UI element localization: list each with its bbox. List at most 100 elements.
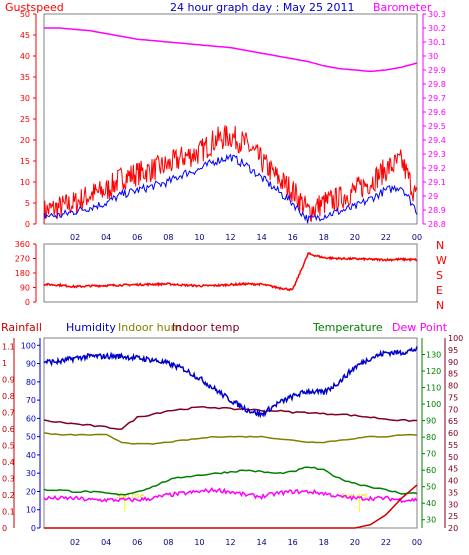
humidity-line bbox=[43, 346, 418, 419]
windspeed-line bbox=[43, 153, 418, 224]
dewpoint-tick-label: 65 bbox=[448, 417, 458, 426]
panel2-left-tick-label: 90 bbox=[20, 284, 30, 293]
panel1-right-tick-label: 29.9 bbox=[428, 66, 446, 75]
rain-tick-label: 0 bbox=[2, 524, 7, 533]
panel1-left-tick-label: 35 bbox=[20, 73, 30, 82]
panel1-x-tick-label: 22 bbox=[381, 233, 391, 242]
panel1-left-tick-label: 0 bbox=[25, 220, 30, 229]
panel3-x-tick-label: 10 bbox=[194, 538, 204, 547]
panel2-compass-label: N bbox=[436, 299, 444, 312]
rain-tick-label: 0.4 bbox=[2, 458, 15, 467]
dewpoint-tick-label: 45 bbox=[448, 465, 458, 474]
legend-rainfall: Rainfall bbox=[1, 321, 42, 334]
dewpoint-tick-label: 90 bbox=[448, 358, 458, 367]
panel1-left-tick-label: 25 bbox=[20, 115, 30, 124]
panel1-frame bbox=[43, 13, 418, 225]
panel1-left-tick-label: 50 bbox=[20, 10, 30, 19]
temperature-tick-label: 60 bbox=[426, 466, 436, 475]
sunrise-label: Sun rise bbox=[116, 492, 144, 500]
dewpoint-tick-label: 55 bbox=[448, 441, 458, 450]
temperature-tick-label: 90 bbox=[426, 417, 436, 426]
dewpoint-tick-label: 50 bbox=[448, 453, 458, 462]
rain-tick-label: 0.3 bbox=[2, 474, 15, 483]
panel1-left-tick-label: 20 bbox=[20, 136, 30, 145]
chart-layer: 0510152025303540455028.828.92929.129.229… bbox=[2, 10, 463, 547]
indoor-hum-line bbox=[43, 432, 418, 445]
panel1-x-tick-label: 00 bbox=[412, 233, 422, 242]
panel3-x-tick-label: 08 bbox=[163, 538, 173, 547]
legend-temperature: Temperature bbox=[312, 321, 383, 334]
wind-direction-line bbox=[43, 251, 418, 292]
humidity-tick-label: 30 bbox=[26, 469, 36, 478]
panel1-x-tick-label: 08 bbox=[163, 233, 173, 242]
panel3-x-tick-label: 16 bbox=[288, 538, 298, 547]
temperature-line bbox=[43, 466, 418, 496]
panel1-right-tick-label: 29 bbox=[428, 192, 438, 201]
temperature-tick-label: 50 bbox=[426, 483, 436, 492]
panel2-left-tick-label: 270 bbox=[15, 255, 30, 264]
dewpoint-tick-label: 20 bbox=[448, 524, 458, 533]
panel1-right-tick-label: 29.3 bbox=[428, 150, 446, 159]
panel2-compass-label: W bbox=[436, 254, 447, 267]
rainfall-line bbox=[44, 484, 418, 529]
panel1-right-tick-label: 29.7 bbox=[428, 94, 446, 103]
panel1-right-tick-label: 29.1 bbox=[428, 178, 446, 187]
dewpoint-tick-label: 70 bbox=[448, 405, 458, 414]
panel1-right-tick-label: 29.4 bbox=[428, 136, 446, 145]
panel1-x-tick-label: 18 bbox=[319, 233, 329, 242]
panel1-x-tick-label: 04 bbox=[101, 233, 111, 242]
rain-tick-label: 0.7 bbox=[2, 408, 15, 417]
dewpoint-tick-label: 85 bbox=[448, 370, 458, 379]
panel1-x-tick-label: 02 bbox=[70, 233, 80, 242]
barometer-label: Barometer bbox=[373, 1, 432, 14]
panel2-left-tick-label: 0 bbox=[25, 298, 30, 307]
panel1-right-tick-label: 30.3 bbox=[428, 10, 446, 19]
temperature-tick-label: 70 bbox=[426, 450, 436, 459]
panel1-x-tick-label: 16 bbox=[288, 233, 298, 242]
dewpoint-tick-label: 95 bbox=[448, 346, 458, 355]
gustspeed-label: Gustspeed bbox=[5, 1, 64, 14]
legend-humidity: Humidity bbox=[66, 321, 116, 334]
panel2-frame bbox=[43, 243, 418, 303]
humidity-tick-label: 20 bbox=[26, 487, 36, 496]
dewpoint-tick-label: 30 bbox=[448, 500, 458, 509]
panel1-right-tick-label: 29.2 bbox=[428, 164, 446, 173]
rain-tick-label: 0.5 bbox=[2, 441, 15, 450]
humidity-tick-label: 10 bbox=[26, 506, 36, 515]
indoor-temp-line bbox=[43, 405, 418, 430]
panel1-right-tick-label: 29.5 bbox=[428, 122, 446, 131]
chart-title: 24 hour graph day : May 25 2011 bbox=[170, 1, 355, 14]
humidity-tick-label: 0 bbox=[31, 524, 36, 533]
panel2-left-tick-label: 180 bbox=[15, 269, 30, 278]
temperature-tick-label: 30 bbox=[426, 516, 436, 525]
rain-tick-label: 0.8 bbox=[2, 392, 15, 401]
humidity-tick-label: 80 bbox=[26, 378, 36, 387]
legend-indoor-temp: Indoor temp bbox=[172, 321, 239, 334]
temperature-tick-label: 80 bbox=[426, 433, 436, 442]
panel1-left-tick-label: 30 bbox=[20, 94, 30, 103]
panel1-right-tick-label: 30.1 bbox=[428, 38, 446, 47]
temperature-tick-label: 120 bbox=[426, 367, 441, 376]
panel2-left-tick-label: 360 bbox=[15, 240, 30, 249]
sunset-label: Sun set bbox=[341, 492, 367, 500]
humidity-tick-label: 60 bbox=[26, 414, 36, 423]
panel1-x-tick-label: 06 bbox=[132, 233, 142, 242]
panel1-right-tick-label: 30 bbox=[428, 52, 438, 61]
humidity-tick-label: 100 bbox=[21, 341, 36, 350]
panel3-x-tick-label: 00 bbox=[412, 538, 422, 547]
dewpoint-tick-label: 80 bbox=[448, 382, 458, 391]
rain-tick-label: 1 bbox=[2, 359, 7, 368]
panel3-x-tick-label: 04 bbox=[101, 538, 111, 547]
panel1-right-tick-label: 30.2 bbox=[428, 24, 446, 33]
panel3-x-tick-label: 02 bbox=[70, 538, 80, 547]
dewpoint-tick-label: 60 bbox=[448, 429, 458, 438]
panel3-x-tick-label: 20 bbox=[350, 538, 360, 547]
temperature-tick-label: 110 bbox=[426, 384, 441, 393]
rain-tick-label: 0.9 bbox=[2, 375, 15, 384]
humidity-tick-label: 40 bbox=[26, 451, 36, 460]
panel1-right-tick-label: 28.9 bbox=[428, 206, 446, 215]
temperature-tick-label: 40 bbox=[426, 499, 436, 508]
panel3-x-tick-label: 14 bbox=[256, 538, 266, 547]
panel2-compass-label: E bbox=[436, 284, 443, 297]
